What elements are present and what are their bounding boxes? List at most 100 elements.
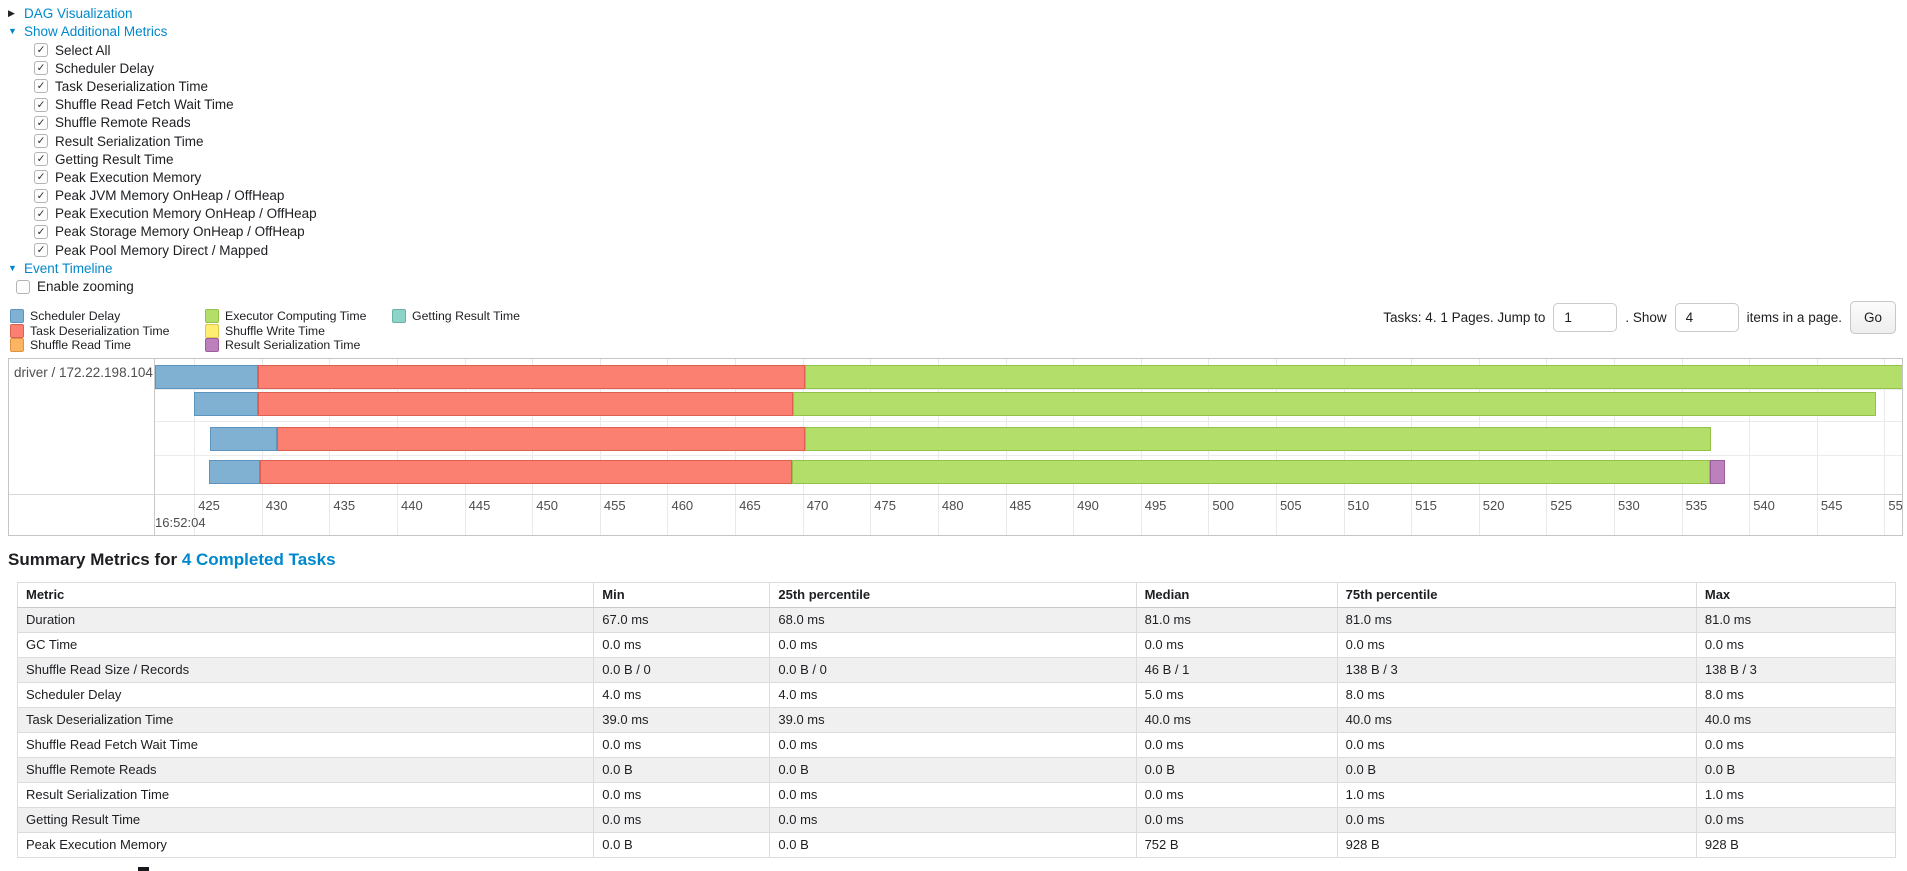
metric-name-cell: Peak Execution Memory (16, 831, 595, 858)
task-bar-segment-deserialization[interactable] (257, 364, 806, 389)
axis-tick-label: 490 (1077, 497, 1099, 513)
show-additional-metrics-label[interactable]: Show Additional Metrics (24, 23, 168, 39)
enable-zooming-checkbox[interactable] (16, 279, 30, 294)
metric-value-cell: 0.0 B (593, 831, 771, 858)
event-timeline-toggle[interactable]: ▼ Event Timeline (8, 260, 1907, 276)
checkbox-shuffle-read-fetch-wait-time[interactable]: ✓ (34, 97, 48, 112)
metric-value-cell: 40.0 ms (1695, 706, 1897, 733)
axis-tick-label: 525 (1550, 497, 1573, 513)
task-bar-segment-scheduler-delay[interactable] (155, 364, 258, 389)
axis-tick-label: 480 (941, 497, 964, 513)
table-row-shuffle-remote-reads: Shuffle Remote Reads 0.0 B 0.0 B 0.0 B 0.0 B… (16, 756, 1897, 783)
completed-tasks-link[interactable]: 4 Completed Tasks (181, 549, 336, 569)
metric-checkbox-item: ✓ Scheduler Delay (34, 59, 1907, 77)
checkbox-peak-execution-memory[interactable]: ✓ (34, 170, 48, 185)
legend-item-task-deserialization-time: Task Deserialization Time (10, 323, 205, 338)
legend-swatch-task-deserialization-time (10, 323, 24, 338)
executor-group-label: driver / 172.22.198.104 (14, 364, 153, 380)
legend-and-pagination: Scheduler Delay Task Deserialization Time… (0, 300, 1907, 353)
metric-value-cell: 138 B / 3 (1695, 656, 1897, 683)
table-row-shuffle-read-size-records: Shuffle Read Size / Records 0.0 B / 0 0.0 … (16, 656, 1897, 683)
checkbox-label-peak-storage-memory-onheap-offheap[interactable]: Peak Storage Memory OnHeap / OffHeap (55, 224, 305, 240)
table-row-getting-result-time: Getting Result Time 0.0 ms 0.0 ms 0.0 ms 0.0… (16, 806, 1897, 833)
metric-checkbox-item: ✓ Peak JVM Memory OnHeap / OffHeap (34, 187, 1907, 205)
legend-label: Result Serialization Time (225, 338, 361, 353)
metric-name-cell: Shuffle Remote Reads (16, 756, 595, 783)
metric-value-cell: 81.0 ms (1336, 606, 1697, 633)
legend-item-getting-result-time: Getting Result Time (392, 309, 520, 324)
task-bar-segment-result-serialization[interactable] (1709, 459, 1725, 484)
task-bar-segment-deserialization[interactable] (257, 391, 794, 416)
task-bar-segment-deserialization[interactable] (276, 426, 806, 451)
metric-checkbox-item: ✓ Peak Storage Memory OnHeap / OffHeap (34, 223, 1907, 241)
checkbox-label-scheduler-delay[interactable]: Scheduler Delay (55, 60, 155, 76)
legend-item-shuffle-write-time: Shuffle Write Time (205, 323, 392, 338)
legend-label: Executor Computing Time (225, 309, 367, 324)
checkbox-peak-jvm-memory-onheap-offheap[interactable]: ✓ (34, 188, 48, 203)
axis-tick-label: 500 (1212, 497, 1235, 513)
checkbox-label-peak-execution-memory-onheap-offheap[interactable]: Peak Execution Memory OnHeap / OffHeap (55, 206, 317, 222)
event-timeline-chart: driver / 172.22.198.104 16:52:04 425 430 4… (8, 357, 1903, 536)
dag-visualization-toggle[interactable]: ▶ DAG Visualization (8, 6, 1907, 22)
metric-value-cell: 1.0 ms (1695, 781, 1897, 808)
table-row-scheduler-delay: Scheduler Delay 4.0 ms 4.0 ms 5.0 ms 8.0 ms 8… (16, 681, 1897, 708)
axis-tick-label: 495 (1144, 497, 1167, 513)
show-additional-metrics-toggle[interactable]: ▼ Show Additional Metrics (8, 24, 1907, 40)
checkbox-label-task-deserialization-time[interactable]: Task Deserialization Time (55, 78, 209, 94)
checkbox-peak-execution-memory-onheap-offheap[interactable]: ✓ (34, 206, 48, 221)
checkbox-select-all[interactable]: ✓ (34, 43, 48, 58)
metric-value-cell: 0.0 B (769, 756, 1137, 783)
column-header-75th-percentile: 75th percentile (1336, 581, 1697, 608)
table-row-shuffle-read-fetch-wait-time: Shuffle Read Fetch Wait Time 0.0 ms 0.0 ms… (16, 731, 1897, 758)
checkbox-label-shuffle-read-fetch-wait-time[interactable]: Shuffle Read Fetch Wait Time (55, 97, 234, 113)
checkbox-label-shuffle-remote-reads[interactable]: Shuffle Remote Reads (55, 115, 191, 131)
grid-line (1816, 358, 1818, 535)
checkbox-label-peak-pool-memory-direct-mapped[interactable]: Peak Pool Memory Direct / Mapped (55, 242, 269, 258)
metric-value-cell: 0.0 B / 0 (593, 656, 771, 683)
chevron-down-icon: ▼ (8, 26, 17, 37)
checkbox-label-getting-result-time[interactable]: Getting Result Time (55, 151, 174, 167)
checkbox-label-select-all[interactable]: Select All (55, 42, 111, 58)
task-bar-segment-scheduler-delay[interactable] (194, 391, 258, 416)
metric-value-cell: 0.0 B (593, 756, 771, 783)
jump-to-page-input[interactable] (1553, 302, 1618, 332)
metric-value-cell: 0.0 ms (1695, 731, 1897, 758)
metric-value-cell: 0.0 ms (1135, 781, 1338, 808)
task-bar-segment-executor-computing[interactable] (805, 426, 1712, 451)
task-bar-segment-executor-computing[interactable] (793, 391, 1877, 416)
metric-name-cell: GC Time (16, 631, 595, 658)
checkbox-task-deserialization-time[interactable]: ✓ (34, 79, 48, 94)
checkbox-peak-storage-memory-onheap-offheap[interactable]: ✓ (34, 224, 48, 239)
task-bar-segment-deserialization[interactable] (260, 459, 792, 484)
grid-line (1884, 358, 1886, 535)
page-size-input[interactable] (1674, 302, 1739, 332)
timeline-rows (155, 359, 1902, 494)
checkbox-getting-result-time[interactable]: ✓ (34, 152, 48, 167)
dag-visualization-label[interactable]: DAG Visualization (24, 6, 133, 22)
task-bar-segment-scheduler-delay[interactable] (210, 426, 277, 451)
axis-tick-label: 465 (739, 497, 761, 513)
task-bar-segment-executor-computing[interactable] (805, 364, 1902, 389)
metric-value-cell: 0.0 ms (593, 806, 771, 833)
checkbox-label-result-serialization-time[interactable]: Result Serialization Time (55, 133, 204, 149)
legend-swatch-scheduler-delay (10, 309, 24, 324)
axis-tick-label: 460 (671, 497, 694, 513)
checkbox-label-peak-execution-memory[interactable]: Peak Execution Memory (55, 169, 202, 185)
column-header-25th-percentile: 25th percentile (769, 581, 1137, 608)
task-bar-segment-scheduler-delay[interactable] (209, 459, 261, 484)
legend-item-shuffle-read-time: Shuffle Read Time (10, 338, 205, 353)
checkbox-peak-pool-memory-direct-mapped[interactable]: ✓ (34, 243, 48, 258)
checkbox-scheduler-delay[interactable]: ✓ (34, 61, 48, 76)
table-row-peak-execution-memory: Peak Execution Memory 0.0 B 0.0 B 752 B 928 … (16, 831, 1897, 858)
checkbox-label-peak-jvm-memory-onheap-offheap[interactable]: Peak JVM Memory OnHeap / OffHeap (55, 188, 285, 204)
tasks-count-text: Tasks: 4. 1 Pages. Jump to (1383, 309, 1546, 325)
checkbox-shuffle-remote-reads[interactable]: ✓ (34, 115, 48, 130)
metric-checkbox-item: ✓ Peak Execution Memory OnHeap / OffHeap (34, 205, 1907, 223)
task-bar-segment-executor-computing[interactable] (791, 459, 1710, 484)
go-button[interactable]: Go (1849, 300, 1896, 334)
event-timeline-label[interactable]: Event Timeline (24, 260, 113, 276)
column-header-metric: Metric (16, 581, 595, 608)
checkbox-result-serialization-time[interactable]: ✓ (34, 134, 48, 149)
enable-zooming-label[interactable]: Enable zooming (37, 279, 134, 295)
